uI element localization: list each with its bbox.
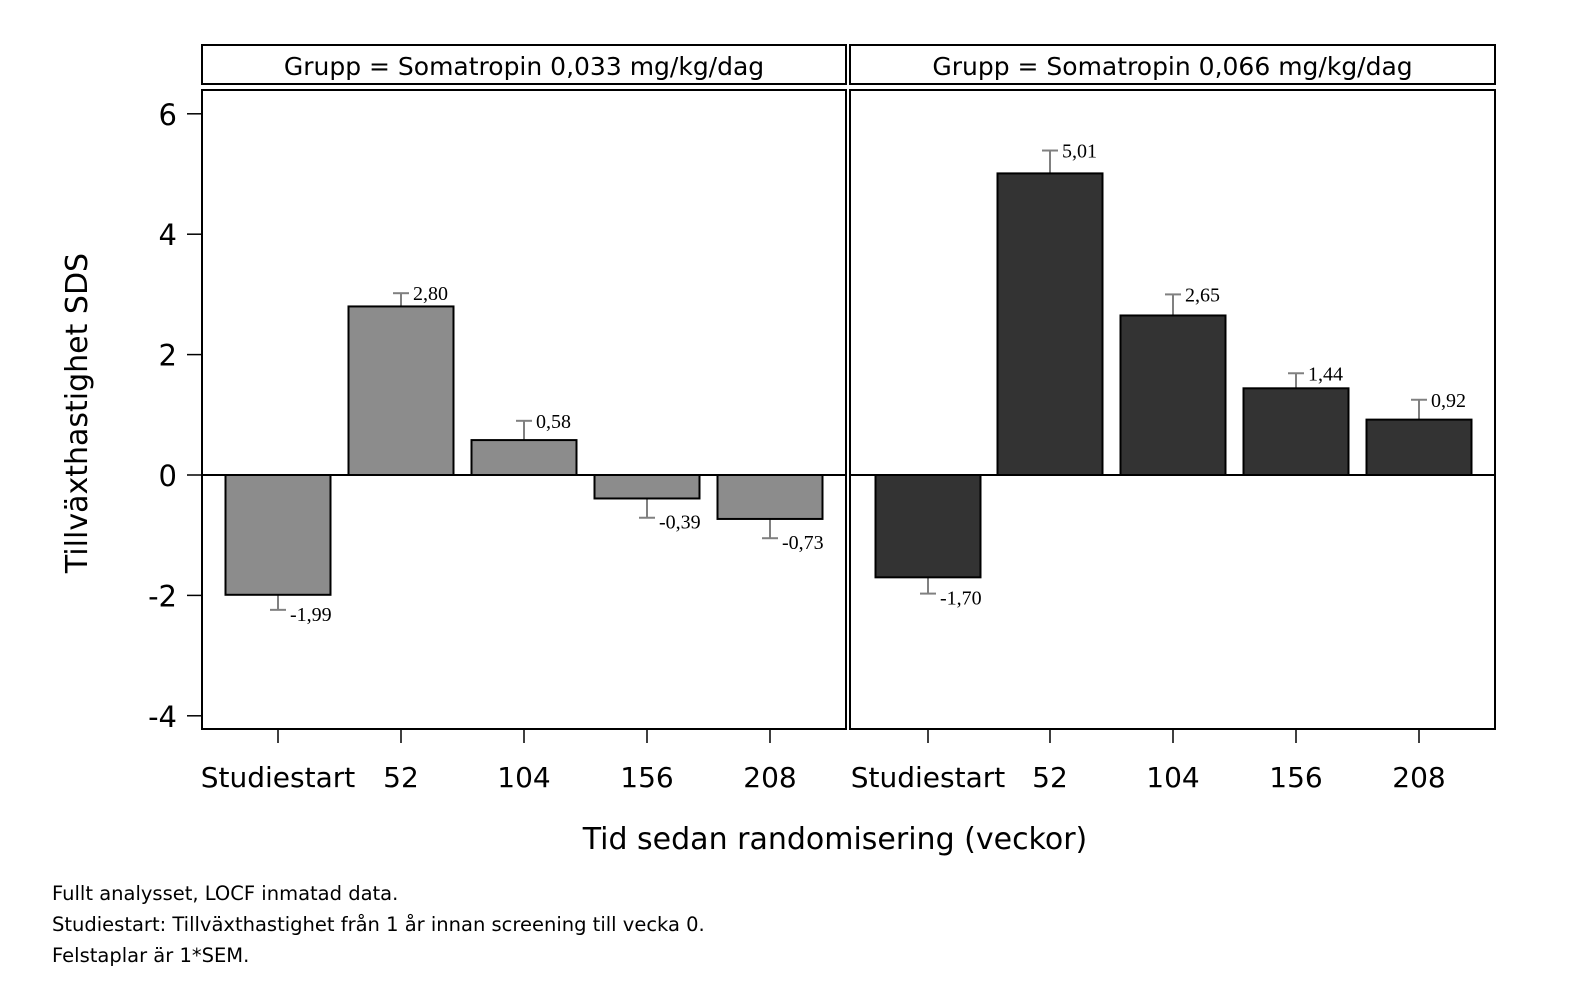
panel-title: Grupp = Somatropin 0,066 mg/kg/dag [932,52,1412,81]
footnote-error-bars: Felstaplar är 1*SEM. [52,944,250,967]
data-label: -1,99 [290,604,332,626]
panels-layer: 6 4 2 0 -2 -4 Grupp = Somatropin 0,033 mg/kg/d… [148,44,1496,794]
bar [593,474,701,500]
x-tick-label: Studiestart [201,761,356,794]
data-label: 0,92 [1431,390,1466,412]
y-tick-label: 2 [159,339,177,373]
data-label: 1,44 [1308,363,1343,385]
bar [1365,418,1473,476]
bar [996,172,1104,476]
bar [224,474,332,596]
y-tick-label: -2 [148,579,177,613]
x-tick-label: 104 [497,761,550,794]
data-label: -0,73 [782,532,824,554]
x-tick-label: 52 [383,761,419,794]
y-tick-label: 4 [159,218,177,252]
footnote-analysis-set: Fullt analysset, LOCF inmatad data. [52,882,399,905]
bar [347,305,455,476]
footnotes: Fullt analysset, LOCF inmatad data. Stud… [52,878,705,971]
bar [716,474,824,520]
panel-title: Grupp = Somatropin 0,033 mg/kg/dag [284,52,764,81]
bar [470,439,578,477]
x-axis-label: Tid sedan randomisering (veckor) [582,822,1088,857]
panel-header-box [849,44,1496,85]
data-label: 0,58 [536,411,571,433]
y-axis-label: Tillväxthastighet SDS [60,253,95,574]
data-label: 5,01 [1062,141,1097,163]
bar [1242,387,1350,477]
panel-2: Grupp = Somatropin 0,066 mg/kg/dag -1,70 S… [849,44,1496,794]
plot-frame [201,89,847,730]
bar [1119,314,1227,476]
x-tick-label: 52 [1032,761,1068,794]
data-label: -1,70 [940,588,982,610]
x-tick-label: 104 [1146,761,1199,794]
bar [874,474,982,579]
x-tick-label: 156 [620,761,673,794]
data-label: 2,80 [413,283,448,305]
panel-header-box [201,44,847,85]
footnote-baseline-definition: Studiestart: Tillväxthastighet från 1 år… [52,913,705,936]
x-tick-label: Studiestart [851,761,1006,794]
x-tick-label: 208 [743,761,796,794]
y-tick-label: 0 [159,459,177,493]
x-tick-label: 156 [1269,761,1322,794]
y-tick-label: -4 [148,700,177,734]
panel-1: Grupp = Somatropin 0,033 mg/kg/dag -1,99 S… [201,44,847,794]
data-label: 2,65 [1185,284,1220,306]
x-tick-label: 208 [1392,761,1445,794]
data-label: -0,39 [659,512,701,534]
y-tick-label: 6 [159,98,177,132]
